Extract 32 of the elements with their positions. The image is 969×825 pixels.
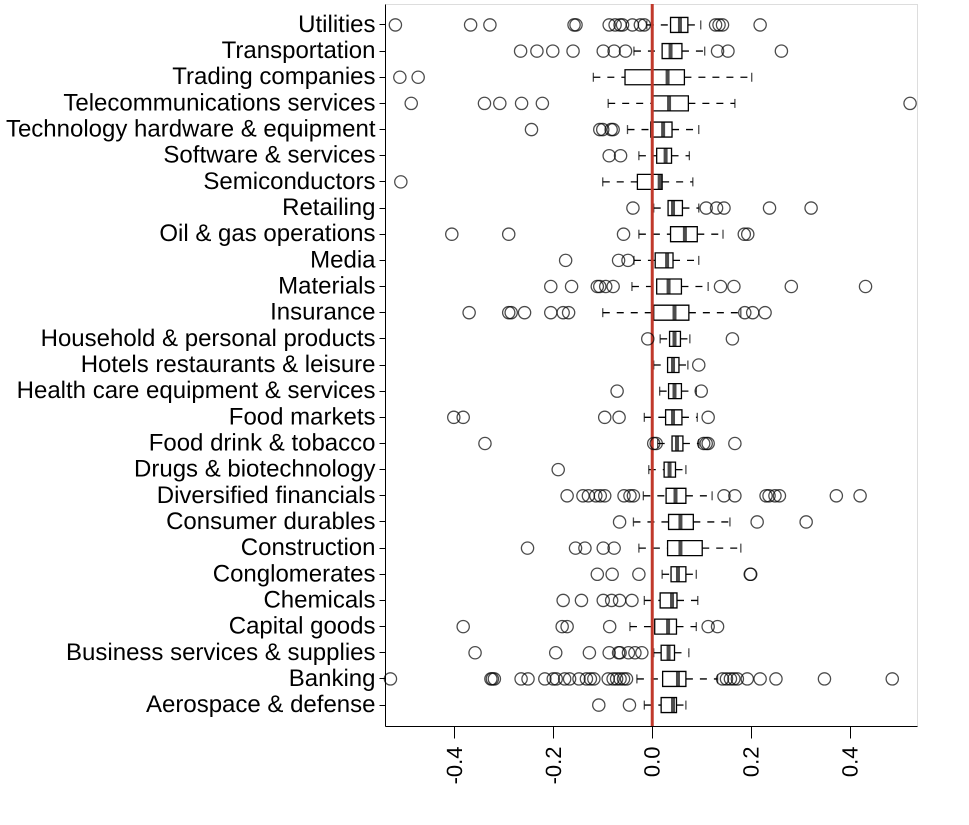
y-tick-label: Capital goods — [228, 612, 376, 640]
y-tick-label: Household & personal products — [40, 324, 376, 352]
y-tick-label: Media — [310, 246, 376, 274]
y-tick-label: Trading companies — [172, 63, 376, 90]
y-tick-label: Hotels restaurants & leisure — [80, 351, 376, 378]
y-tick-label: Business services & supplies — [66, 638, 376, 666]
y-tick-label: Chemicals — [263, 586, 376, 614]
y-tick-label: Retailing — [282, 194, 376, 222]
x-tick-label: 0.4 — [838, 746, 863, 778]
x-tick-label: -0.4 — [442, 746, 467, 784]
y-tick-label: Health care equipment & services — [16, 377, 376, 404]
y-tick-label: Technology hardware & equipment — [6, 116, 376, 143]
y-tick-label: Consumer durables — [166, 508, 376, 535]
y-tick-label: Materials — [278, 272, 376, 300]
y-tick-label: Drugs & biotechnology — [134, 456, 376, 483]
y-tick-label: Transportation — [222, 37, 376, 64]
y-tick-label: Oil & gas operations — [159, 220, 376, 248]
y-tick-label: Diversified financials — [156, 482, 376, 509]
y-tick-label: Software & services — [163, 142, 376, 169]
x-tick-label: -0.2 — [540, 746, 566, 784]
x-tick-label: 0.0 — [640, 746, 665, 778]
x-tick-label: 0.2 — [738, 746, 764, 778]
y-tick-label: Telecommunications services — [63, 89, 376, 116]
y-tick-label: Insurance — [270, 298, 376, 326]
y-tick-label: Banking — [288, 664, 376, 692]
y-tick-label: Food drink & tobacco — [148, 429, 376, 456]
y-tick-label: Utilities — [298, 10, 376, 38]
y-tick-label: Aerospace & defense — [146, 691, 376, 718]
y-tick-label: Construction — [240, 534, 376, 562]
y-tick-label: Conglomerates — [212, 560, 376, 588]
y-tick-label: Food markets — [228, 403, 376, 430]
y-tick-label: Semiconductors — [203, 168, 376, 195]
